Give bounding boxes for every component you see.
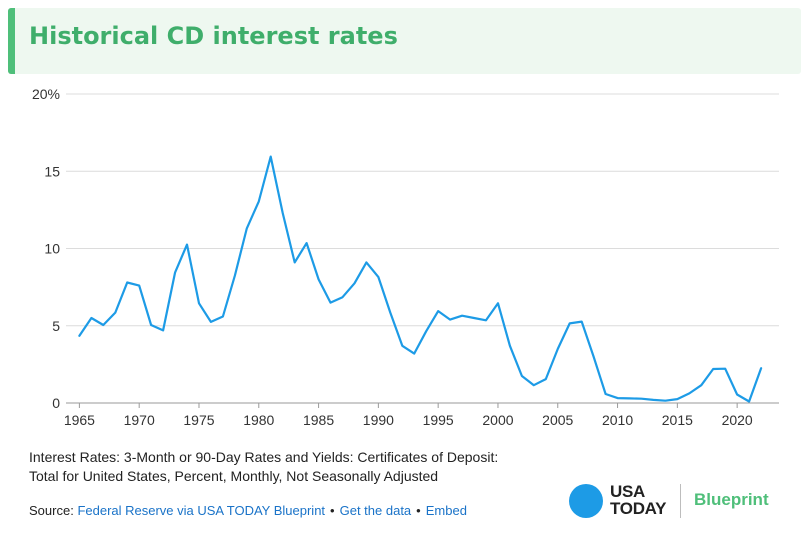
- y-tick-label: 15: [44, 163, 60, 179]
- data-point: [282, 212, 284, 214]
- note-line-1: Interest Rates: 3-Month or 90-Day Rates …: [29, 449, 499, 465]
- x-tick-label: 1995: [423, 412, 454, 428]
- logo-line-2: TODAY: [610, 499, 667, 518]
- y-tick-label: 20%: [32, 86, 60, 102]
- data-point: [473, 317, 475, 319]
- x-tick-label: 1980: [243, 412, 274, 428]
- y-tick-label: 5: [52, 318, 60, 334]
- series-line: [78, 155, 763, 403]
- data-point: [592, 355, 594, 357]
- data-point: [521, 375, 523, 377]
- data-point: [401, 345, 403, 347]
- data-point: [353, 282, 355, 284]
- line-chart: 0 5 10 15 20% 1965 1970 1975 1980 1985 1990 1995 200…: [32, 86, 779, 428]
- data-point: [234, 274, 236, 276]
- data-point: [581, 320, 583, 322]
- header-accent-bar: [8, 8, 15, 74]
- data-point: [688, 392, 690, 394]
- data-point: [449, 318, 451, 320]
- data-point: [676, 398, 678, 400]
- data-point: [90, 317, 92, 319]
- source-link[interactable]: Federal Reserve via USA TODAY Blueprint: [77, 503, 326, 518]
- x-tick-label: 1975: [183, 412, 214, 428]
- data-point: [437, 310, 439, 312]
- data-point: [210, 321, 212, 323]
- x-tick-label: 1990: [363, 412, 394, 428]
- data-point: [365, 261, 367, 263]
- data-point: [377, 276, 379, 278]
- get-data-link[interactable]: Get the data: [339, 503, 412, 518]
- data-point: [557, 348, 559, 350]
- data-point: [485, 319, 487, 321]
- data-point: [270, 155, 272, 157]
- data-point: [317, 278, 319, 280]
- data-point: [425, 330, 427, 332]
- chart-note: Interest Rates: 3-Month or 90-Day Rates …: [29, 448, 589, 486]
- source-line: Source: Federal Reserve via USA TODAY Bl…: [29, 503, 467, 518]
- data-point: [258, 200, 260, 202]
- data-point: [461, 315, 463, 317]
- data-point: [736, 393, 738, 395]
- data-point: [760, 367, 762, 369]
- separator-2: •: [416, 503, 421, 518]
- data-point: [174, 271, 176, 273]
- data-point: [162, 329, 164, 331]
- data-point: [497, 302, 499, 304]
- data-point: [222, 315, 224, 317]
- usa-today-logo-text: USA TODAY: [610, 483, 666, 517]
- y-tick-label: 0: [52, 395, 60, 411]
- x-tick-label: 1965: [64, 412, 95, 428]
- usa-today-logo-icon: [569, 484, 603, 518]
- data-point: [294, 261, 296, 263]
- data-point: [700, 384, 702, 386]
- data-point: [78, 335, 80, 337]
- data-point: [389, 311, 391, 313]
- chart-header: Historical CD interest rates: [8, 8, 801, 74]
- series-layer: [78, 155, 763, 403]
- y-tick-label: 10: [44, 241, 60, 257]
- x-tick-label: 1985: [303, 412, 334, 428]
- data-point: [102, 324, 104, 326]
- source-label: Source:: [29, 503, 74, 518]
- data-point: [616, 397, 618, 399]
- data-point: [569, 322, 571, 324]
- data-point: [604, 393, 606, 395]
- x-tick-label: 2005: [542, 412, 573, 428]
- embed-link[interactable]: Embed: [425, 503, 467, 518]
- x-tick-label: 2010: [602, 412, 633, 428]
- data-point: [664, 400, 666, 402]
- data-point: [533, 384, 535, 386]
- data-point: [246, 227, 248, 229]
- data-point: [413, 352, 415, 354]
- blueprint-brand: Blueprint: [694, 490, 769, 509]
- separator-1: •: [330, 503, 335, 518]
- logo-line-1: USA: [610, 482, 645, 501]
- data-point: [628, 397, 630, 399]
- data-point: [126, 281, 128, 283]
- chart-title: Historical CD interest rates: [29, 22, 398, 50]
- data-point: [186, 243, 188, 245]
- data-point: [724, 368, 726, 370]
- data-point: [652, 399, 654, 401]
- data-point: [509, 345, 511, 347]
- data-point: [748, 400, 750, 402]
- data-point: [114, 311, 116, 313]
- axis-layer: 0 5 10 15 20% 1965 1970 1975 1980 1985 1990 1995 200…: [32, 86, 753, 428]
- x-tick-label: 1970: [124, 412, 155, 428]
- data-point: [305, 242, 307, 244]
- logo-divider: [680, 484, 681, 518]
- data-point: [640, 398, 642, 400]
- data-point: [150, 324, 152, 326]
- data-point: [341, 296, 343, 298]
- data-point: [329, 301, 331, 303]
- data-point: [712, 368, 714, 370]
- x-tick-label: 2015: [662, 412, 693, 428]
- grid-layer: [66, 93, 779, 404]
- x-tick-label: 2000: [482, 412, 513, 428]
- data-point: [198, 302, 200, 304]
- note-line-2: Total for United States, Percent, Monthl…: [29, 468, 439, 484]
- x-tick-label: 2020: [722, 412, 753, 428]
- data-point: [138, 284, 140, 286]
- data-point: [545, 378, 547, 380]
